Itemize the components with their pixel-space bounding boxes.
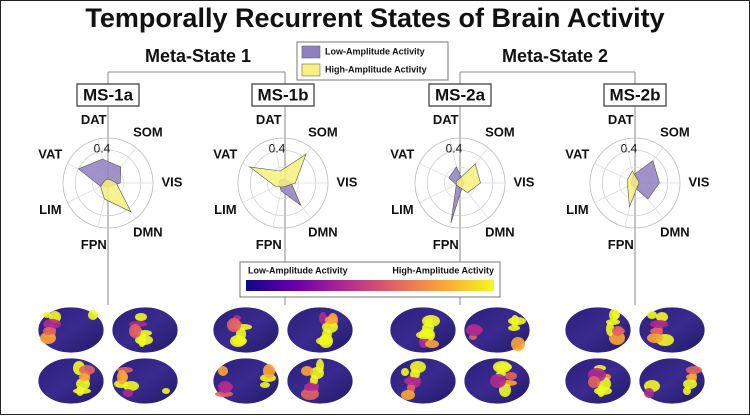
brain-patch xyxy=(490,374,506,388)
brain-patch xyxy=(319,312,327,324)
radar-axis-label: FPN xyxy=(256,237,282,252)
colorbar-low-label: Low-Amplitude Activity xyxy=(248,265,348,275)
brain-patch xyxy=(260,382,270,388)
brain-patch xyxy=(301,366,313,376)
radar-axis-label: VAT xyxy=(38,147,62,162)
radar-axis-label: VAT xyxy=(390,147,414,162)
legend: Low-Amplitude Activity High-Amplitude Act… xyxy=(297,42,448,80)
brain-patch xyxy=(263,364,275,378)
colorbar-high-label: High-Amplitude Activity xyxy=(392,265,494,275)
radar-tick-label: 0.4 xyxy=(269,141,286,155)
radar-axis-label: SOM xyxy=(133,124,163,139)
brain-patch xyxy=(79,373,89,381)
title: Temporally Recurrent States of Brain Act… xyxy=(85,3,664,33)
brain-patch xyxy=(609,309,619,321)
brain-patch xyxy=(304,383,318,391)
radar-axis-label: DAT xyxy=(433,112,459,127)
radar-axis-label: LIM xyxy=(214,202,236,217)
brain-patch xyxy=(647,311,657,319)
brain-patch xyxy=(135,313,147,321)
brain-patch xyxy=(597,385,605,397)
brain-patch xyxy=(401,368,409,376)
legend-label: Low-Amplitude Activity xyxy=(325,46,425,56)
brain-patch xyxy=(588,376,600,388)
colorbar: Low-Amplitude Activity High-Amplitude Ac… xyxy=(240,262,500,297)
radar-axis-label: DAT xyxy=(256,112,282,127)
brain-patch xyxy=(612,326,624,336)
brain-patch xyxy=(129,324,141,338)
brain-patch xyxy=(650,320,668,328)
brain-patch xyxy=(218,381,232,393)
state-title: MS-2b xyxy=(610,85,661,104)
brain-patch xyxy=(425,318,433,324)
brain-patch xyxy=(162,388,170,394)
radar-axis-label: VIS xyxy=(337,174,358,189)
brain-patch xyxy=(218,366,228,376)
meta-state-label: Meta-State 1 xyxy=(145,46,251,66)
radar-tick-label: 0.4 xyxy=(621,141,638,155)
meta-state-label: Meta-State 2 xyxy=(502,46,608,66)
radar-tick-label: 0.4 xyxy=(94,141,111,155)
radar-axis-label: DMN xyxy=(308,224,338,239)
colorbar-gradient xyxy=(246,280,494,291)
brain-patch xyxy=(650,328,662,334)
brain-patch xyxy=(117,370,127,384)
brain-patch xyxy=(493,361,511,373)
radar-axis-label: LIM xyxy=(39,202,61,217)
radar-axis-label: VAT xyxy=(565,147,589,162)
state-title: MS-1b xyxy=(258,85,309,104)
brain-patch xyxy=(505,372,517,380)
brain-patch xyxy=(466,324,482,336)
brain-patch xyxy=(686,366,702,374)
radar-axis-label: LIM xyxy=(391,202,413,217)
brain-surface xyxy=(213,307,279,353)
brain-patch xyxy=(43,319,61,329)
radar-axis-label: FPN xyxy=(608,237,634,252)
radar-axis-label: DAT xyxy=(608,112,634,127)
radar-axis-label: LIM xyxy=(566,202,588,217)
brain-patch xyxy=(683,387,691,395)
radar-axis-label: VAT xyxy=(213,147,237,162)
radar-axis-label: SOM xyxy=(308,124,338,139)
brain-patch xyxy=(76,386,84,396)
radar-axis-label: VIS xyxy=(689,174,710,189)
radar-axis-label: DMN xyxy=(485,224,515,239)
legend-label: High-Amplitude Activity xyxy=(325,64,427,74)
radar-axis-label: DMN xyxy=(133,224,163,239)
brain-surface xyxy=(287,307,353,353)
radar-axis-label: FPN xyxy=(81,237,107,252)
state-title: MS-1a xyxy=(83,85,134,104)
radar-axis-label: FPN xyxy=(433,237,459,252)
brain-patch xyxy=(404,377,420,385)
brain-patch xyxy=(511,337,525,351)
radar-axis-label: DAT xyxy=(81,112,107,127)
brain-patch xyxy=(686,374,696,380)
radar-axis-label: DMN xyxy=(660,224,690,239)
radar-axis-label: SOM xyxy=(660,124,690,139)
radar-axis-label: VIS xyxy=(162,174,183,189)
brain-patch xyxy=(644,388,654,398)
brain-patch xyxy=(511,315,519,327)
brain-patch xyxy=(647,333,663,343)
legend-swatch xyxy=(302,46,320,58)
brain-patch xyxy=(316,337,332,345)
brain-patch xyxy=(79,365,95,375)
brain-patch xyxy=(227,318,241,332)
brain-patch xyxy=(230,335,246,347)
radar-tick-label: 0.4 xyxy=(446,141,463,155)
brain-patch xyxy=(425,340,439,348)
legend-swatch xyxy=(302,64,320,76)
brain-patch xyxy=(123,389,133,397)
brain-patch xyxy=(401,390,415,400)
radar-axis-label: VIS xyxy=(514,174,535,189)
brain-patch xyxy=(325,316,337,324)
brain-patch xyxy=(43,327,55,335)
brain-surface xyxy=(38,358,104,404)
brain-patch xyxy=(416,331,434,339)
state-title: MS-2a xyxy=(435,85,486,104)
brain-patch xyxy=(88,310,98,320)
radar-axis-label: SOM xyxy=(485,124,515,139)
